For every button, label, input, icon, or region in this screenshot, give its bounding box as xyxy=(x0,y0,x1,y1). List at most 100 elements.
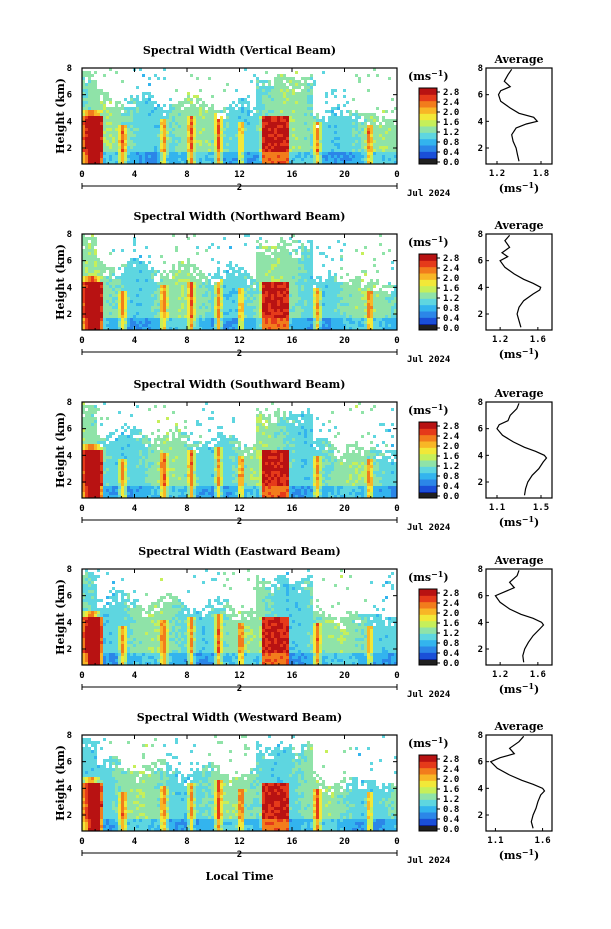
heatmap-cell xyxy=(211,149,214,152)
heatmap-cell xyxy=(85,453,88,456)
heatmap-cell xyxy=(85,264,88,267)
heatmap-cell xyxy=(229,122,232,125)
heatmap-cell xyxy=(151,315,154,318)
heatmap-cell xyxy=(298,321,301,324)
heatmap-cell xyxy=(181,294,184,297)
heatmap-cell xyxy=(181,315,184,318)
heatmap-cell xyxy=(295,327,298,330)
heatmap-cell xyxy=(181,300,184,303)
heatmap-cell xyxy=(97,98,100,101)
heatmap-cell xyxy=(313,315,316,318)
heatmap-cell xyxy=(85,423,88,426)
heatmap-cell xyxy=(277,270,280,273)
heatmap-cell xyxy=(298,137,301,140)
heatmap-cell xyxy=(166,122,169,125)
heatmap-cell xyxy=(241,131,244,134)
heatmap-cell xyxy=(379,155,382,158)
heatmap-cell xyxy=(286,89,289,92)
heatmap-cell xyxy=(148,285,151,288)
heatmap-cell xyxy=(361,318,364,321)
heatmap-cell xyxy=(373,143,376,146)
heatmap-cell xyxy=(112,306,115,309)
heatmap-cell xyxy=(85,300,88,303)
heatmap-cell xyxy=(259,131,262,134)
heatmap-cell xyxy=(379,146,382,149)
heatmap-cell xyxy=(256,321,259,324)
heatmap-cell xyxy=(118,321,121,324)
heatmap-cell xyxy=(109,252,112,255)
heatmap-cell xyxy=(283,152,286,155)
heatmap-cell xyxy=(244,107,247,110)
heatmap-cell xyxy=(289,270,292,273)
heatmap-cell xyxy=(163,327,166,330)
heatmap-cell xyxy=(241,285,244,288)
heatmap-cell xyxy=(208,149,211,152)
heatmap-cell xyxy=(286,297,289,300)
heatmap-cell xyxy=(253,315,256,318)
heatmap-cell xyxy=(178,324,181,327)
heatmap-cell xyxy=(97,489,100,492)
heatmap-cell xyxy=(319,294,322,297)
heatmap-cell xyxy=(175,128,178,131)
heatmap-cell xyxy=(190,309,193,312)
heatmap-cell xyxy=(313,306,316,309)
heatmap-cell xyxy=(304,267,307,270)
heatmap-cell xyxy=(325,101,328,104)
heatmap-cell xyxy=(82,408,85,411)
heatmap-cell xyxy=(367,149,370,152)
heatmap-cell xyxy=(376,131,379,134)
heatmap-cell xyxy=(91,465,94,468)
heatmap-cell xyxy=(343,243,346,246)
heatmap-cell xyxy=(202,134,205,137)
heatmap-cell xyxy=(85,158,88,161)
heatmap-cell xyxy=(379,137,382,140)
heatmap-cell xyxy=(298,125,301,128)
heatmap-cell xyxy=(163,294,166,297)
heatmap-cell xyxy=(85,282,88,285)
heatmap-cell xyxy=(271,318,274,321)
heatmap-cell xyxy=(286,249,289,252)
heatmap-cell xyxy=(346,306,349,309)
heatmap-cell xyxy=(148,276,151,279)
heatmap-cell xyxy=(289,89,292,92)
heatmap-cell xyxy=(271,134,274,137)
heatmap-cell xyxy=(292,273,295,276)
heatmap-cell xyxy=(286,101,289,104)
heatmap-cell xyxy=(181,312,184,315)
heatmap-cell xyxy=(247,300,250,303)
heatmap-cell xyxy=(199,300,202,303)
heatmap-cell xyxy=(301,161,304,164)
heatmap-cell xyxy=(292,95,295,98)
heatmap-cell xyxy=(343,137,346,140)
heatmap-cell xyxy=(172,309,175,312)
heatmap-cell xyxy=(172,122,175,125)
heatmap-cell xyxy=(343,95,346,98)
heatmap-cell xyxy=(235,327,238,330)
heatmap-cell xyxy=(100,417,103,420)
heatmap-cell xyxy=(277,107,280,110)
heatmap-cell xyxy=(175,137,178,140)
heatmap-cell xyxy=(274,107,277,110)
heatmap-cell xyxy=(241,300,244,303)
heatmap-cell xyxy=(151,309,154,312)
heatmap-cell xyxy=(118,327,121,330)
heatmap-cell xyxy=(91,276,94,279)
heatmap-cell xyxy=(223,315,226,318)
heatmap-cell xyxy=(253,119,256,122)
heatmap-cell xyxy=(247,149,250,152)
heatmap-cell xyxy=(292,261,295,264)
heatmap-cell xyxy=(223,128,226,131)
heatmap-cell xyxy=(277,95,280,98)
heatmap-cell xyxy=(268,309,271,312)
heatmap-cell xyxy=(142,125,145,128)
heatmap-cell xyxy=(331,161,334,164)
heatmap-cell xyxy=(310,74,313,77)
heatmap-cell xyxy=(205,291,208,294)
heatmap-cell xyxy=(82,435,85,438)
heatmap-cell xyxy=(394,321,397,324)
heatmap-cell xyxy=(268,116,271,119)
heatmap-cell xyxy=(367,146,370,149)
heatmap-cell xyxy=(364,155,367,158)
heatmap-cell xyxy=(88,408,91,411)
heatmap-cell xyxy=(265,270,268,273)
